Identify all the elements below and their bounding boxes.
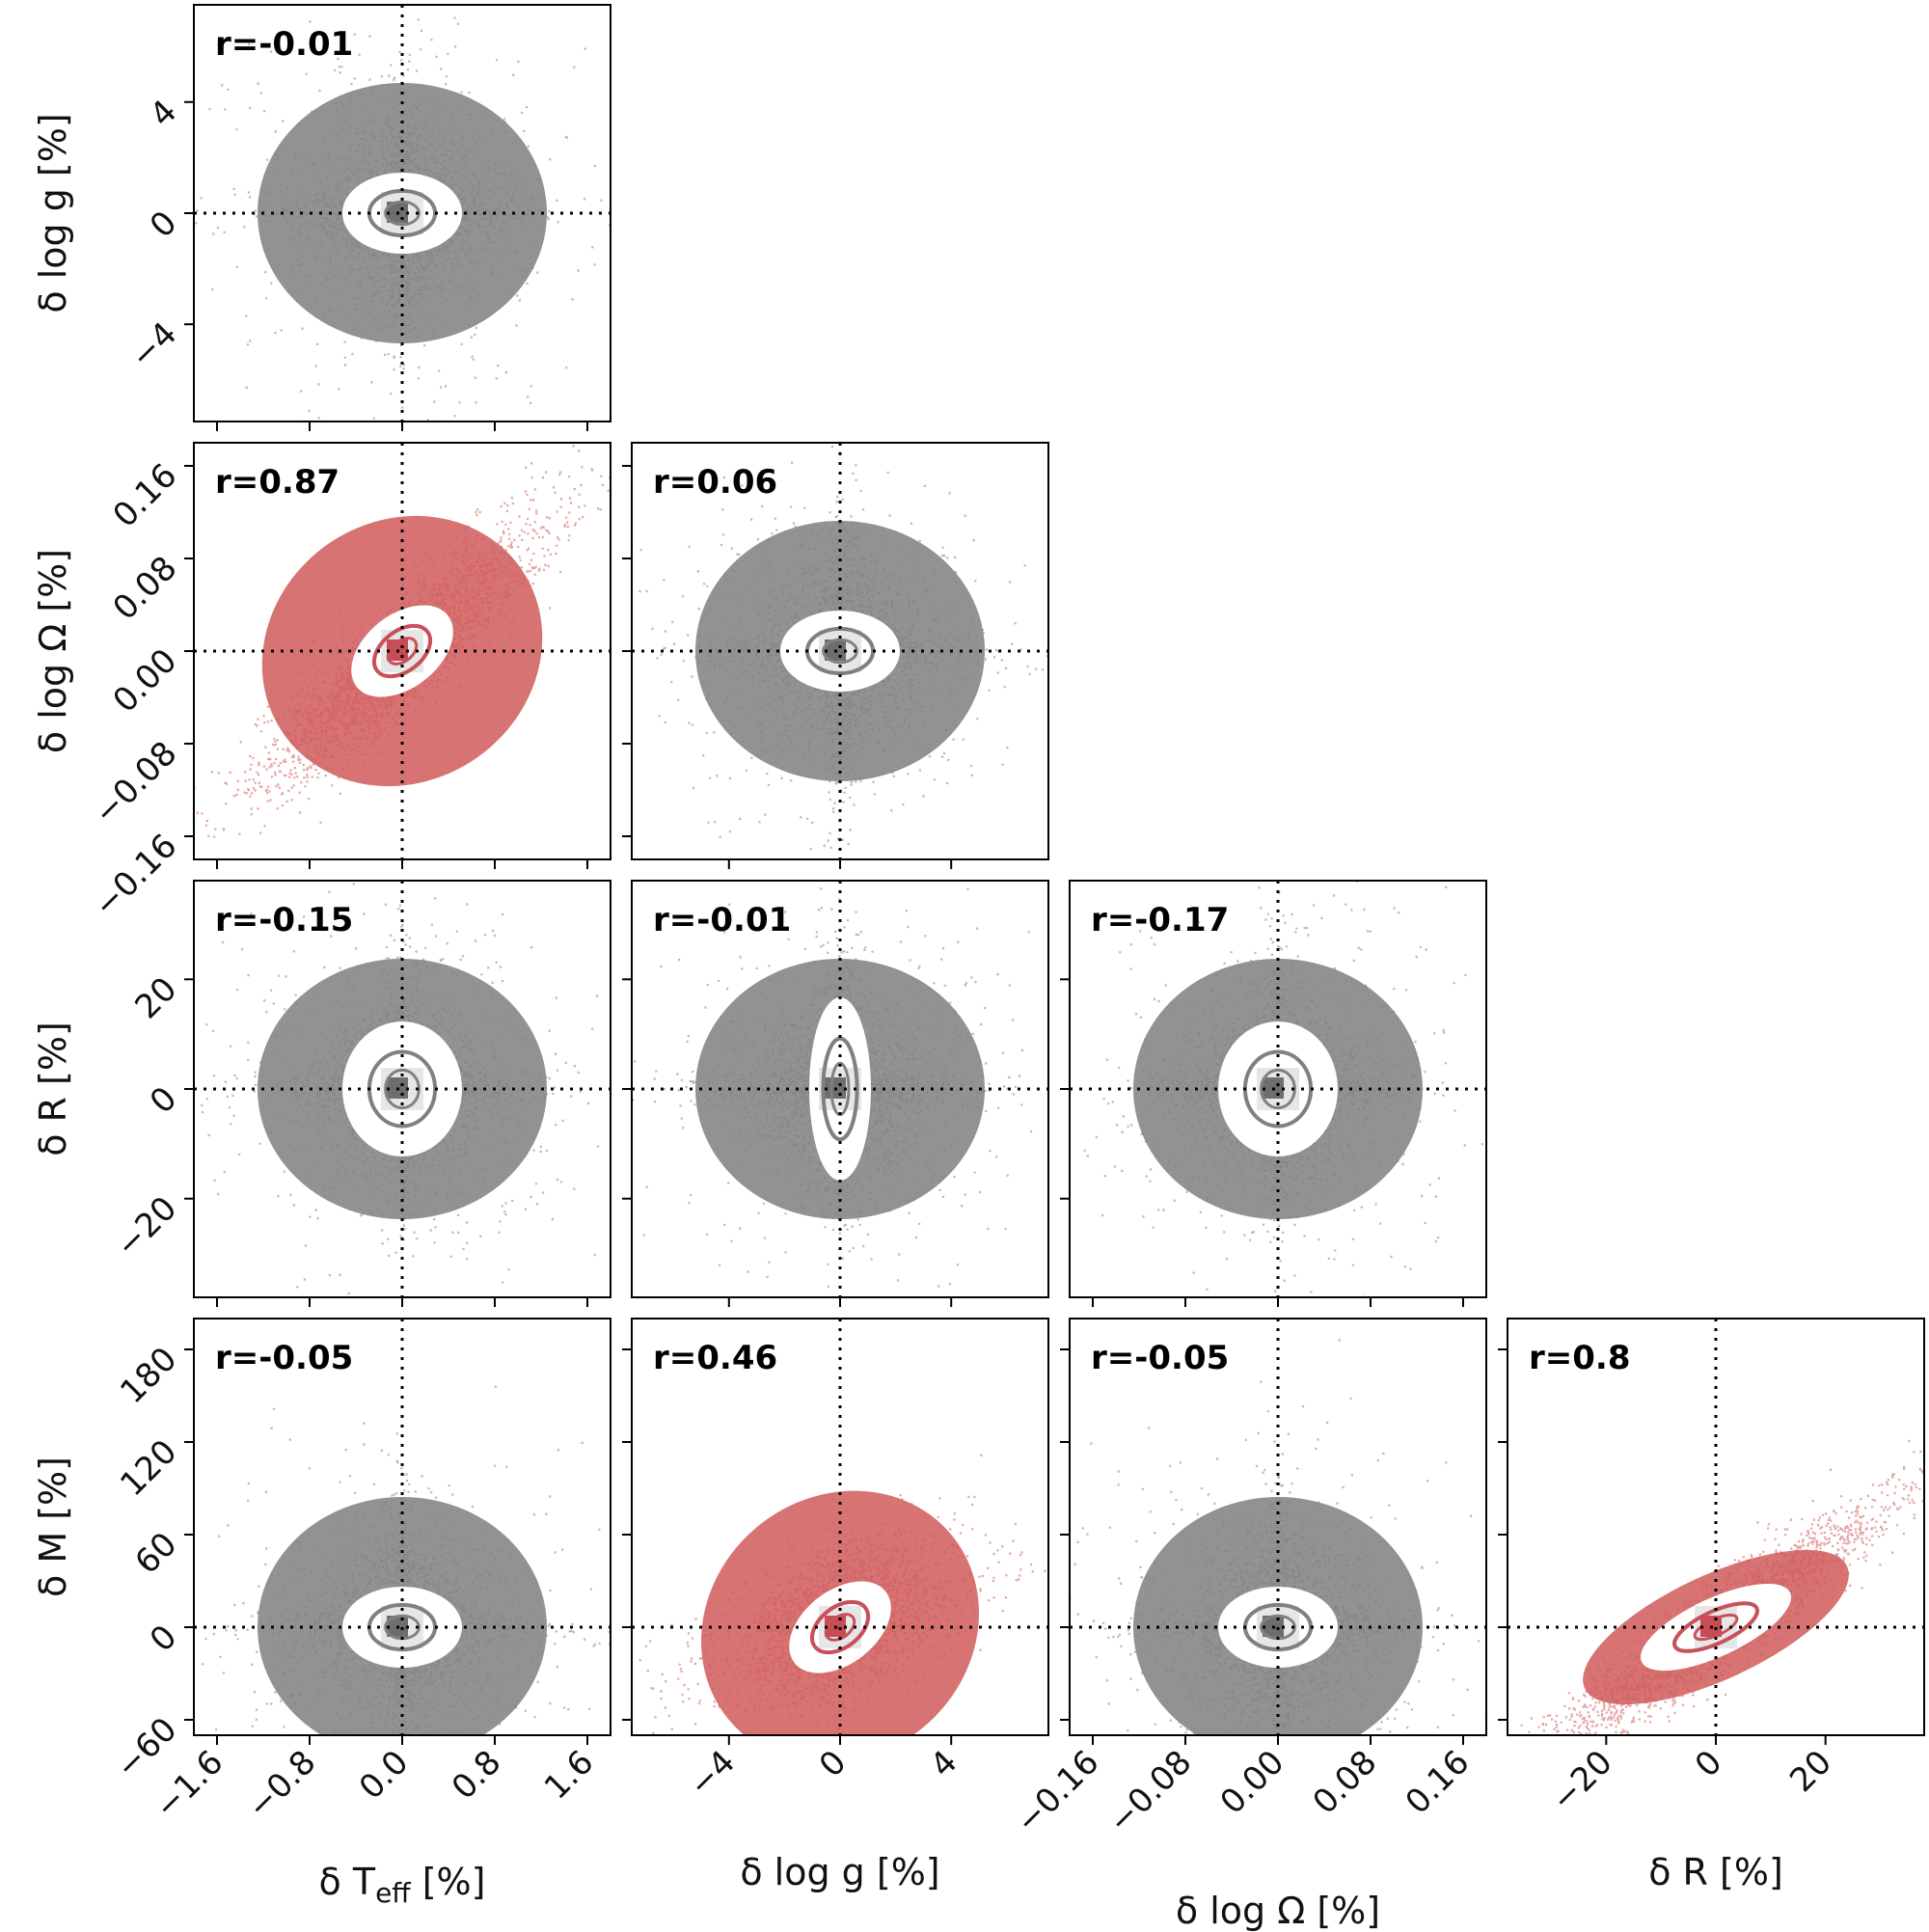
correlation-label: r=-0.17 bbox=[1091, 901, 1229, 939]
x-axis-label-logg: δ log g [%] bbox=[740, 1851, 939, 1893]
y-tick-label: −0.16 bbox=[86, 827, 184, 925]
correlation-label: r=0.06 bbox=[653, 463, 777, 502]
panel-teff-vs-logg: r=-0.01 −4 0 4 δ log g [%] bbox=[32, 4, 611, 431]
x-tick-label: 0.16 bbox=[1399, 1743, 1478, 1822]
y-tick-label: 0.00 bbox=[106, 641, 185, 721]
y-tick-label: 0 bbox=[143, 1618, 185, 1660]
y-axis-label-logg: δ log g [%] bbox=[32, 113, 74, 313]
x-tick-label: 4 bbox=[923, 1743, 965, 1785]
correlation-label: r=0.87 bbox=[215, 463, 340, 502]
y-axis-label-R: δ R [%] bbox=[32, 1021, 74, 1156]
correlation-label: r=-0.05 bbox=[1091, 1339, 1229, 1377]
x-axis-label-logomega: δ log Ω [%] bbox=[1176, 1890, 1380, 1932]
density-core bbox=[695, 521, 985, 781]
correlation-label: r=-0.01 bbox=[653, 901, 791, 939]
panel-logg-vs-logomega: r=0.06 bbox=[622, 442, 1049, 869]
panel-teff-vs-R: r=-0.15 −20 0 20 δ R [%] bbox=[32, 880, 611, 1307]
density-core bbox=[1133, 959, 1423, 1219]
x-tick-label: 1.6 bbox=[537, 1743, 602, 1808]
density-core bbox=[261, 515, 543, 787]
x-tick-label: 0 bbox=[1688, 1743, 1730, 1785]
correlation-label: r=-0.01 bbox=[215, 25, 353, 64]
x-tick-label: −0.08 bbox=[1100, 1743, 1199, 1841]
y-tick-label: 0 bbox=[143, 204, 185, 246]
density-core bbox=[258, 83, 547, 343]
x-tick-label: 0 bbox=[812, 1743, 855, 1785]
x-tick-label: 0.0 bbox=[352, 1743, 417, 1808]
x-axis-label-teff: δ Teff [%] bbox=[319, 1861, 486, 1909]
y-tick-label: 0.08 bbox=[106, 549, 185, 628]
x-tick-label: 0.00 bbox=[1213, 1743, 1292, 1822]
y-tick-label: 20 bbox=[127, 969, 184, 1026]
panel-teff-vs-logomega: r=0.87 −0.16−0.08 0.00 0.08 0.16 δ log Ω [%] bbox=[32, 442, 611, 925]
panel-R-vs-M: r=0.8 −20 0 20 δ R [%] bbox=[1498, 1318, 1925, 1893]
correlation-label: r=-0.05 bbox=[215, 1339, 353, 1377]
panel-logomega-vs-R: r=-0.17 bbox=[1060, 880, 1487, 1307]
x-tick-label: −0.16 bbox=[1008, 1743, 1106, 1841]
x-tick-label: −20 bbox=[1544, 1743, 1620, 1819]
y-tick-label: 0 bbox=[143, 1079, 185, 1122]
y-tick-label: 0.16 bbox=[106, 456, 185, 535]
y-axis-label-logomega: δ log Ω [%] bbox=[32, 549, 74, 753]
y-tick-label: −4 bbox=[123, 314, 185, 376]
y-tick-label: 60 bbox=[127, 1525, 184, 1582]
panel-logg-vs-M: r=0.46 −4 0 4 δ log g [%] bbox=[622, 1318, 1049, 1893]
y-axis-label-M: δ M [%] bbox=[32, 1456, 74, 1597]
y-tick-label: −0.08 bbox=[86, 734, 184, 832]
density-core bbox=[258, 959, 547, 1219]
x-tick-label: 0.8 bbox=[445, 1743, 509, 1808]
panel-logomega-vs-M: r=-0.05 −0.16−0.08 0.00 0.08 0.16 δ log Ω [%] bbox=[1008, 1318, 1487, 1932]
x-axis-label-R: δ R [%] bbox=[1648, 1851, 1783, 1893]
x-tick-label: −4 bbox=[681, 1743, 743, 1805]
correlation-label: r=-0.15 bbox=[215, 901, 353, 939]
y-tick-label: 120 bbox=[113, 1432, 184, 1504]
x-tick-label: 0.08 bbox=[1306, 1743, 1385, 1822]
correlation-label: r=0.46 bbox=[653, 1339, 777, 1377]
x-tick-label: −0.8 bbox=[240, 1743, 324, 1827]
panel-logg-vs-R: r=-0.01 bbox=[622, 880, 1049, 1307]
y-tick-label: 180 bbox=[113, 1340, 184, 1411]
correlation-label: r=0.8 bbox=[1529, 1339, 1631, 1377]
y-tick-label: 4 bbox=[143, 93, 185, 135]
y-tick-label: −20 bbox=[108, 1189, 184, 1265]
x-tick-label: 20 bbox=[1782, 1743, 1839, 1800]
